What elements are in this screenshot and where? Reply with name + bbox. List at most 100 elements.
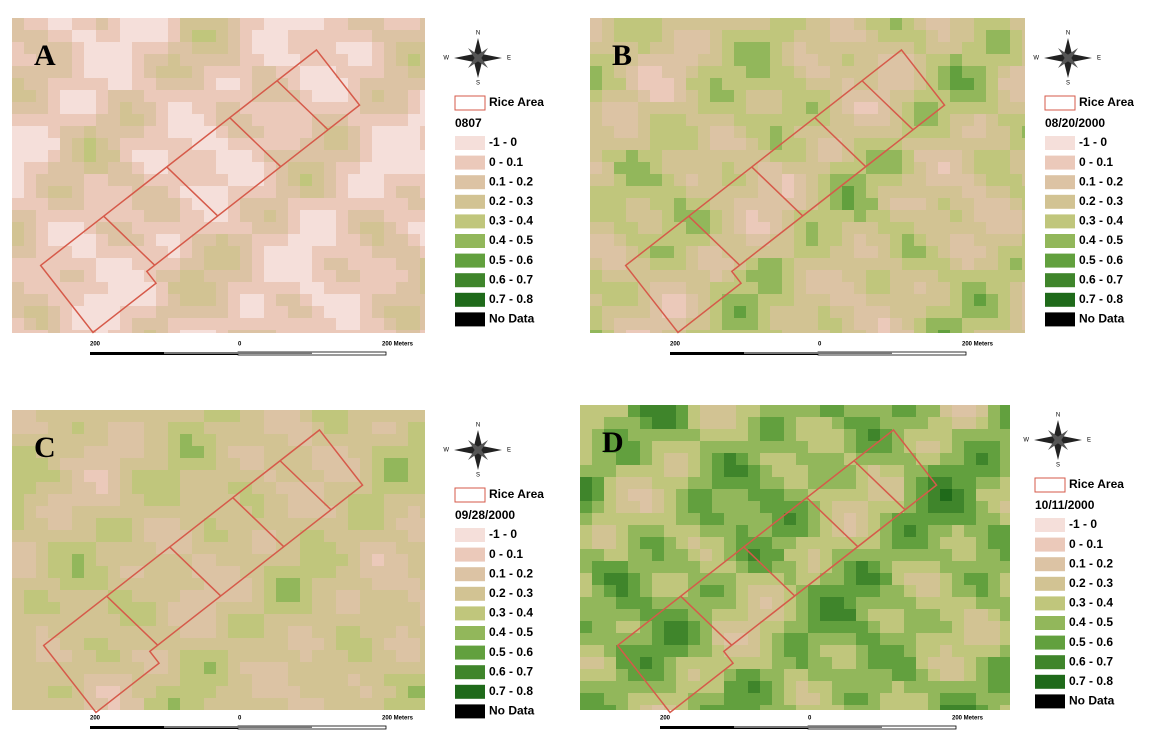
map-cell: [180, 162, 192, 174]
map-cell: [748, 645, 760, 657]
map-cell: [324, 318, 336, 330]
map-cell: [830, 198, 842, 210]
map-cell: [48, 90, 60, 102]
map-cell: [276, 650, 288, 662]
map-cell: [72, 554, 84, 566]
map-cell: [698, 90, 710, 102]
map-cell: [614, 138, 626, 150]
map-cell: [12, 602, 24, 614]
map-cell: [880, 705, 892, 710]
map-cell: [72, 602, 84, 614]
scale-bar: [734, 726, 882, 728]
map-cell: [180, 318, 192, 330]
map-cell: [748, 405, 760, 417]
map-cell: [396, 222, 408, 234]
map-cell: [676, 405, 688, 417]
map-cell: [856, 573, 868, 585]
map-cell: [998, 270, 1010, 282]
map-cell: [204, 554, 216, 566]
map-cell: [952, 465, 964, 477]
map-cell: [902, 18, 914, 30]
map-cell: [724, 405, 736, 417]
map-cell: [144, 614, 156, 626]
map-cell: [772, 441, 784, 453]
map-cell: [192, 234, 204, 246]
map-cell: [806, 126, 818, 138]
map-cell: [674, 18, 686, 30]
map-cell: [180, 30, 192, 42]
map-cell: [878, 78, 890, 90]
map-cell: [168, 114, 180, 126]
map-cell: [698, 66, 710, 78]
map-cell: [144, 78, 156, 90]
map-cell: [204, 90, 216, 102]
map-cell: [48, 18, 60, 30]
map-cell: [300, 506, 312, 518]
map-cell: [288, 638, 300, 650]
map-cell: [760, 501, 772, 513]
map-cell: [710, 174, 722, 186]
map-cell: [628, 561, 640, 573]
map-cell: [108, 90, 120, 102]
map-cell: [676, 633, 688, 645]
map-cell: [950, 42, 962, 54]
map-cell: [772, 405, 784, 417]
map-cell: [832, 597, 844, 609]
map-cell: [962, 18, 974, 30]
map-cell: [192, 422, 204, 434]
map-cell: [108, 494, 120, 506]
map-cell: [758, 282, 770, 294]
map-cell: [240, 234, 252, 246]
map-cell: [60, 186, 72, 198]
map-cell: [1010, 186, 1022, 198]
map-cell: [228, 590, 240, 602]
map-cell: [192, 614, 204, 626]
map-cell: [974, 18, 986, 30]
map-cell: [384, 174, 396, 186]
map-cell: [384, 162, 396, 174]
map-cell: [650, 114, 662, 126]
map-cell: [688, 693, 700, 705]
map-cell: [372, 294, 384, 306]
map-cell: [770, 162, 782, 174]
map-cell: [144, 590, 156, 602]
map-cell: [674, 258, 686, 270]
map-cell: [796, 477, 808, 489]
map-cell: [228, 446, 240, 458]
map-cell: [288, 410, 300, 422]
map-cell: [952, 657, 964, 669]
map-cell: [312, 102, 324, 114]
map-cell: [748, 429, 760, 441]
map-cell: [880, 405, 892, 417]
map-cell: [712, 489, 724, 501]
map-cell: [12, 518, 24, 530]
map-cell: [144, 42, 156, 54]
map-cell: [1022, 186, 1025, 198]
map-cell: [168, 258, 180, 270]
map-cell: [396, 90, 408, 102]
map-cell: [688, 513, 700, 525]
map-cell: [686, 330, 698, 333]
map-cell: [396, 662, 408, 674]
map-cell: [842, 126, 854, 138]
map-cell: [878, 258, 890, 270]
map-cell: [396, 674, 408, 686]
map-cell: [204, 282, 216, 294]
map-cell: [228, 294, 240, 306]
map-cell: [616, 477, 628, 489]
map-cell: [204, 150, 216, 162]
map-cell: [962, 306, 974, 318]
map-cell: [396, 282, 408, 294]
map-cell: [952, 405, 964, 417]
map-cell: [734, 150, 746, 162]
map-cell: [360, 446, 372, 458]
map-cell: [228, 210, 240, 222]
map-cell: [408, 530, 420, 542]
map-cell: [734, 234, 746, 246]
map-cell: [580, 513, 592, 525]
map-cell: [902, 210, 914, 222]
map-cell: [60, 530, 72, 542]
map-cell: [168, 410, 180, 422]
map-cell: [384, 494, 396, 506]
map-cell: [650, 162, 662, 174]
